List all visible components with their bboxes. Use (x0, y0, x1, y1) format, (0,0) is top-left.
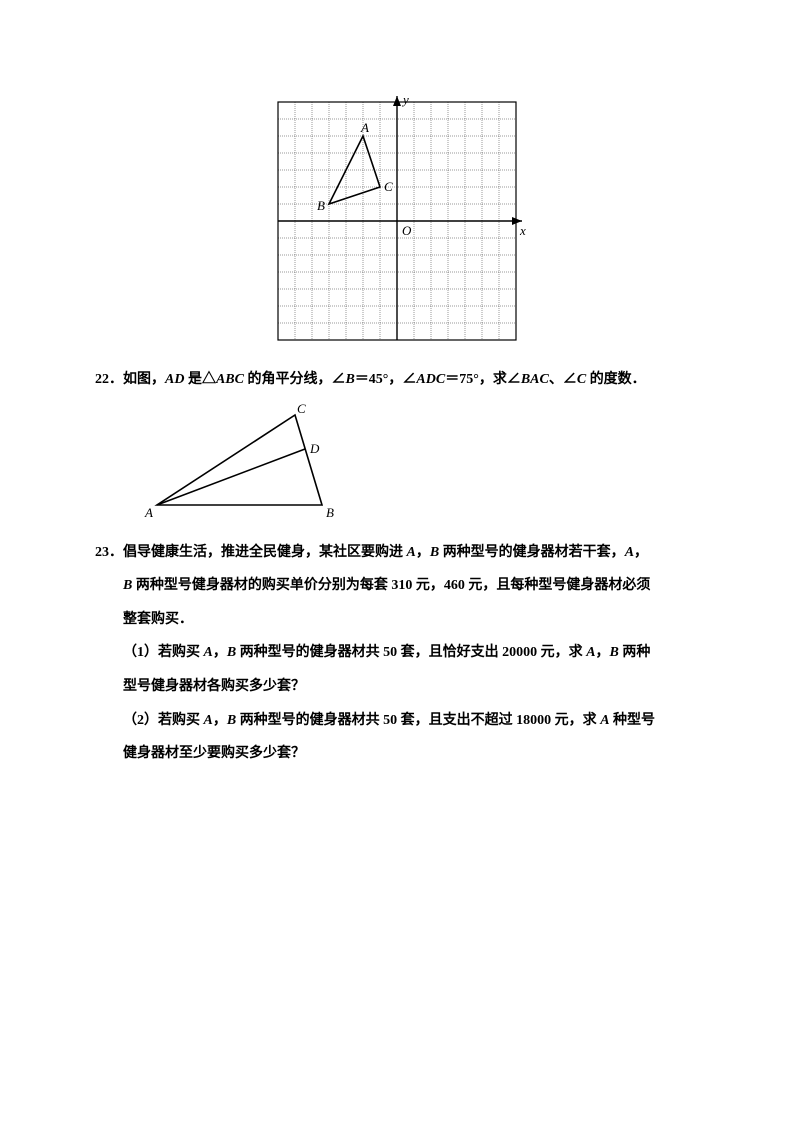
q23-t2: 两种型号的健身器材若干套， (439, 545, 625, 560)
svg-text:x: x (519, 223, 526, 238)
q23-p1-B: B (227, 645, 236, 660)
grid-figure: Ox y A B C (95, 90, 699, 357)
q23-part2-line1: （2）若购买 A，B 两种型号的健身器材共 50 套，且支出不超过 18000 … (95, 704, 699, 738)
q22-t5: ＝75°，求∠ (445, 372, 521, 387)
q23-p1-c2: ， (596, 645, 610, 660)
q22-t6: 、∠ (549, 372, 577, 387)
q22-t3: 的角平分线，∠ (244, 372, 346, 387)
q23-line2: B 两种型号健身器材的购买单价分别为每套 310 元，460 元，且每种型号健身… (95, 569, 699, 603)
q23-B1: B (430, 545, 439, 560)
q22-t1: 如图， (123, 372, 165, 387)
q22-AD: AD (165, 372, 184, 387)
q23-p2-A: A (204, 713, 213, 728)
q23-p2-B: B (227, 713, 236, 728)
q22-t7: 的度数． (586, 372, 646, 387)
q23-B2: B (123, 578, 132, 593)
q23-p1-A2: A (586, 645, 595, 660)
coordinate-grid-svg: Ox y A B C (266, 90, 528, 352)
q23-number: 23． (95, 545, 123, 560)
q23-p1-cc: 两种 (619, 645, 651, 660)
q23-line3: 整套购买． (95, 603, 699, 637)
q22-line1: 22．如图，AD 是△ABC 的角平分线，∠B＝45°，∠ADC＝75°，求∠B… (95, 363, 699, 397)
svg-text:A: A (360, 120, 369, 135)
q23-t3: 两种型号健身器材的购买单价分别为每套 310 元，460 元，且每种型号健身器材… (132, 578, 650, 593)
q23-c1: ， (416, 545, 430, 560)
q23-p2-A2: A (600, 713, 609, 728)
svg-text:O: O (402, 223, 412, 238)
svg-text:B: B (326, 505, 334, 520)
q23-p1-a: 若购买 (158, 645, 204, 660)
svg-text:y: y (401, 92, 409, 107)
q22-t4: ＝45°，∠ (355, 372, 417, 387)
svg-text:B: B (317, 198, 325, 213)
q23-t1: 倡导健康生活，推进全民健身，某社区要购进 (123, 545, 407, 560)
q23-p1-c: ， (213, 645, 227, 660)
q23-A1b: A (625, 545, 634, 560)
svg-text:D: D (309, 441, 320, 456)
q23-t4: 整套购买． (123, 612, 193, 627)
q23-p1-A: A (204, 645, 213, 660)
q22-Cv: C (577, 372, 586, 387)
q22-triangle-figure: A B C D (95, 401, 699, 530)
q23-p2-l2: 健身器材至少要购买多少套？ (123, 746, 305, 761)
q23-p2-label: （2） (123, 713, 158, 728)
q23-A1: A (407, 545, 416, 560)
svg-text:C: C (384, 179, 393, 194)
q22-ADCv: ADC (416, 372, 445, 387)
svg-text:C: C (297, 401, 306, 416)
q23-p2-b: 两种型号的健身器材共 50 套，且支出不超过 18000 元，求 (236, 713, 600, 728)
q22-B: B (345, 372, 354, 387)
q23-part1-line1: （1）若购买 A，B 两种型号的健身器材共 50 套，且恰好支出 20000 元… (95, 636, 699, 670)
q23-p2-c: ， (213, 713, 227, 728)
q23-p1-B2: B (610, 645, 619, 660)
svg-text:A: A (144, 505, 153, 520)
q22-ABC: ABC (216, 372, 244, 387)
q23-p2-cc: 种型号 (610, 713, 656, 728)
q23-line1: 23．倡导健康生活，推进全民健身，某社区要购进 A，B 两种型号的健身器材若干套… (95, 536, 699, 570)
q23-p2-a: 若购买 (158, 713, 204, 728)
q23-part1-line2: 型号健身器材各购买多少套？ (95, 670, 699, 704)
q23-part2-line2: 健身器材至少要购买多少套？ (95, 737, 699, 771)
triangle-cevian-svg: A B C D (143, 401, 342, 525)
q22-number: 22． (95, 372, 123, 387)
q23-p1-l2: 型号健身器材各购买多少套？ (123, 679, 305, 694)
q22-t2: 是△ (184, 372, 216, 387)
q23-p1-b: 两种型号的健身器材共 50 套，且恰好支出 20000 元，求 (236, 645, 586, 660)
q23-p1-label: （1） (123, 645, 158, 660)
q23-c1b: ， (634, 545, 648, 560)
q22-BACv: BAC (521, 372, 549, 387)
